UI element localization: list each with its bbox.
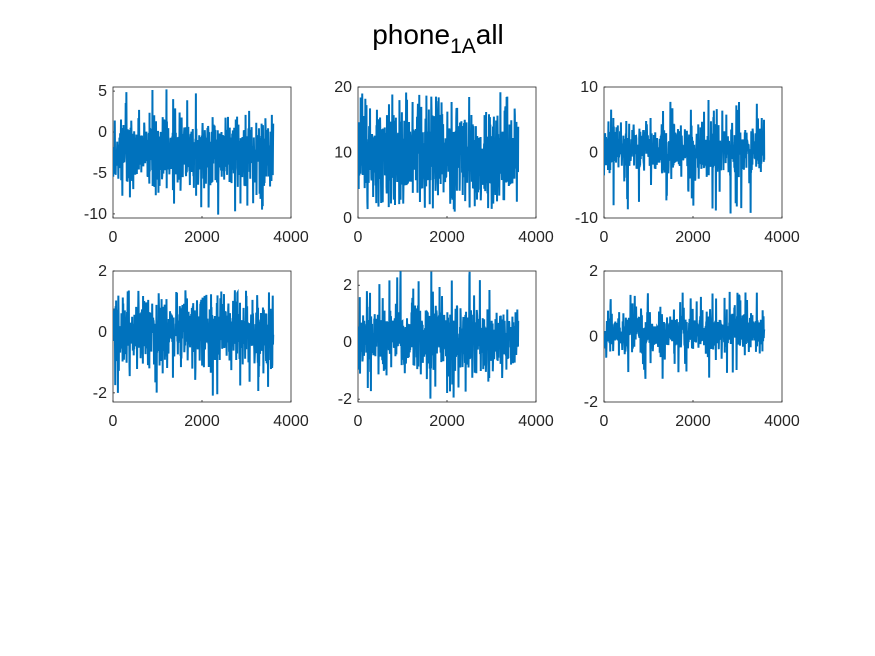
y-tick-label: 10 xyxy=(580,79,598,96)
x-tick-label: 4000 xyxy=(273,229,309,246)
y-tick-label: 0 xyxy=(343,210,352,227)
signal-trace xyxy=(604,291,766,379)
signal-trace xyxy=(113,89,275,215)
y-tick-label: -2 xyxy=(584,394,598,411)
figure-title-main: phone xyxy=(372,19,450,50)
x-tick-label: 4000 xyxy=(518,229,554,246)
x-tick-label: 0 xyxy=(109,229,118,246)
figure-title-subscript: 1A xyxy=(450,35,476,58)
signal-trace xyxy=(358,271,520,399)
y-tick-label: 2 xyxy=(589,263,598,280)
y-tick-label: 0 xyxy=(343,334,352,351)
y-tick-label: -10 xyxy=(575,210,598,227)
x-tick-label: 4000 xyxy=(764,413,800,430)
y-tick-label: -5 xyxy=(93,165,107,182)
y-tick-label: -10 xyxy=(84,206,107,223)
x-tick-label: 0 xyxy=(600,229,609,246)
y-tick-label: -2 xyxy=(93,385,107,402)
figure-title: phone1Aall xyxy=(372,19,504,58)
y-tick-label: 0 xyxy=(589,329,598,346)
subplot-1: 0 2000 4000 -10 -5 0 5 xyxy=(84,83,309,246)
x-tick-label: 2000 xyxy=(675,413,711,430)
x-tick-label: 2000 xyxy=(429,413,465,430)
y-tick-label: 0 xyxy=(589,145,598,162)
x-tick-label: 0 xyxy=(600,413,609,430)
figure-title-suffix: all xyxy=(476,19,504,50)
y-tick-label: -2 xyxy=(338,391,352,408)
x-tick-label: 4000 xyxy=(764,229,800,246)
x-tick-label: 2000 xyxy=(429,229,465,246)
subplot-5: 0 2000 4000-202 xyxy=(338,270,554,430)
x-tick-label: 0 xyxy=(109,413,118,430)
y-tick-label: 2 xyxy=(98,263,107,280)
subplot-6: 0 2000 4000-202 xyxy=(584,263,800,430)
signal-trace xyxy=(604,99,766,214)
y-tick-label: 20 xyxy=(334,79,352,96)
y-tick-label: 0 xyxy=(98,324,107,341)
x-tick-label: 0 xyxy=(354,413,363,430)
subplot-2: 0 2000 4000 0 10 20 xyxy=(334,79,554,246)
signal-trace xyxy=(113,288,275,396)
x-tick-label: 2000 xyxy=(675,229,711,246)
x-tick-label: 2000 xyxy=(184,229,220,246)
y-tick-label: 10 xyxy=(334,145,352,162)
x-tick-label: 2000 xyxy=(184,413,220,430)
y-tick-label: 0 xyxy=(98,124,107,141)
y-tick-label: 2 xyxy=(343,277,352,294)
signal-trace xyxy=(358,92,520,212)
subplot-4: 0 2000 4000-202 xyxy=(93,263,309,430)
y-tick-label: 5 xyxy=(98,83,107,100)
x-tick-label: 4000 xyxy=(518,413,554,430)
x-tick-label: 4000 xyxy=(273,413,309,430)
x-tick-label: 0 xyxy=(354,229,363,246)
